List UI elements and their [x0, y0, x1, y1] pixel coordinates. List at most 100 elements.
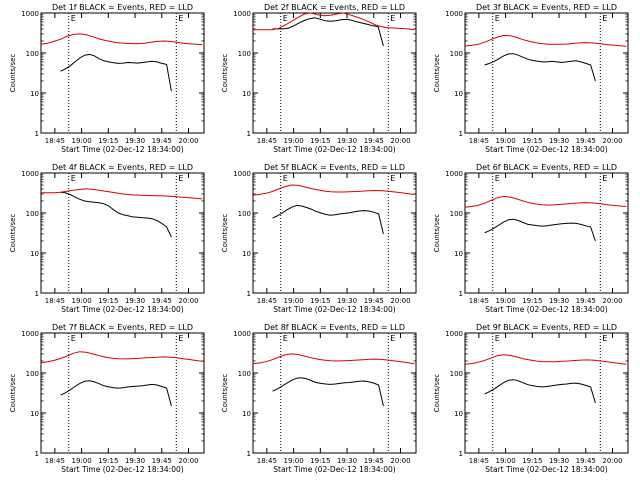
marker-label: E	[390, 174, 395, 183]
x-tick-label: 19:00	[495, 137, 515, 145]
panel-title: Det 9f BLACK = Events, RED = LLD	[476, 323, 617, 332]
x-tick-label: 18:45	[45, 457, 65, 465]
panel-3: Det 3f BLACK = Events, RED = LLD E E 1 10 100…	[433, 3, 629, 154]
x-tick-label: 19:30	[549, 457, 569, 465]
series-events-line	[60, 191, 172, 238]
series-lld-line	[40, 33, 203, 46]
plot-frame	[40, 332, 205, 454]
series-events-line	[272, 204, 384, 235]
series-lld-line	[41, 188, 203, 200]
y-tick-label: 1	[247, 450, 251, 458]
series-events-line	[60, 380, 172, 407]
x-tick-label: 19:30	[337, 457, 357, 465]
panel-9: Det 9f BLACK = Events, RED = LLD E E 1 10 100…	[433, 323, 629, 474]
y-axis-label: Counts/sec	[9, 54, 17, 93]
x-tick-label: 19:00	[283, 457, 303, 465]
series-lld-line	[252, 184, 415, 196]
x-tick-label: 18:45	[469, 297, 489, 305]
marker-label: E	[495, 174, 500, 183]
series-lld-line	[464, 34, 627, 47]
y-tick-label: 1	[459, 450, 463, 458]
y-tick-label: 1000	[445, 330, 463, 338]
y-tick-label: 1000	[21, 330, 39, 338]
x-axis-label: Start Time (02-Dec-12 18:34:00)	[61, 305, 183, 314]
x-tick-label: 19:45	[576, 457, 596, 465]
panel-7: Det 7f BLACK = Events, RED = LLD E E 1 10 100…	[9, 323, 205, 474]
y-axis-label: Counts/sec	[433, 374, 441, 413]
series-lld-line	[40, 351, 203, 364]
series-events-line	[272, 377, 384, 407]
x-tick-label: 19:00	[71, 297, 91, 305]
y-tick-label: 10	[454, 410, 463, 418]
x-tick-label: 19:00	[495, 457, 515, 465]
series-lld-line	[252, 353, 415, 365]
x-axis-label: Start Time (02-Dec-12 18:34:00)	[273, 305, 395, 314]
y-axis-label: Counts/sec	[221, 374, 229, 413]
marker-label: E	[283, 14, 288, 23]
x-tick-label: 19:45	[576, 137, 596, 145]
y-tick-label: 1000	[233, 170, 251, 178]
x-tick-label: 19:15	[310, 137, 330, 145]
y-tick-label: 10	[242, 410, 251, 418]
x-tick-label: 18:45	[45, 297, 65, 305]
panel-6: Det 6f BLACK = Events, RED = LLD E E 1 10 100…	[433, 163, 629, 314]
y-tick-label: 1000	[21, 10, 39, 18]
y-tick-label: 10	[454, 90, 463, 98]
y-tick-label: 10	[30, 410, 39, 418]
series-lld-line	[253, 12, 415, 31]
x-axis-label: Start Time (02-Dec-12 18:34:00)	[273, 465, 395, 474]
y-tick-label: 100	[450, 370, 463, 378]
x-tick-label: 20:00	[178, 297, 198, 305]
panel-title: Det 3f BLACK = Events, RED = LLD	[476, 3, 617, 12]
y-axis-label: Counts/sec	[221, 54, 229, 93]
panel-title: Det 6f BLACK = Events, RED = LLD	[476, 163, 617, 172]
marker-label: E	[390, 334, 395, 343]
marker-label: E	[283, 334, 288, 343]
x-tick-label: 18:45	[45, 137, 65, 145]
y-axis-label: Counts/sec	[9, 214, 17, 253]
panel-5: Det 5f BLACK = Events, RED = LLD E E 1 10 100…	[221, 163, 417, 314]
y-tick-label: 10	[242, 90, 251, 98]
x-tick-label: 18:45	[257, 457, 277, 465]
x-tick-label: 19:15	[98, 457, 118, 465]
x-tick-label: 18:45	[469, 457, 489, 465]
plot-frame	[252, 172, 417, 294]
y-tick-label: 100	[450, 210, 463, 218]
x-tick-label: 19:30	[125, 457, 145, 465]
x-tick-label: 19:15	[310, 297, 330, 305]
x-tick-label: 19:45	[364, 297, 384, 305]
panel-4: Det 4f BLACK = Events, RED = LLD E E 1 10 100…	[9, 163, 205, 314]
panel-2: Det 2f BLACK = Events, RED = LLD E E 1 10 100…	[221, 3, 417, 154]
series-events-line	[60, 53, 172, 92]
marker-label: E	[71, 334, 76, 343]
x-axis-label: Start Time (02-Dec-12 18:34:00)	[485, 465, 607, 474]
y-tick-label: 10	[30, 250, 39, 258]
x-tick-label: 19:15	[310, 457, 330, 465]
plot-frame	[464, 332, 629, 454]
y-tick-label: 1	[35, 290, 39, 298]
marker-label: E	[71, 174, 76, 183]
marker-label: E	[602, 174, 607, 183]
marker-label: E	[71, 14, 76, 23]
x-tick-label: 20:00	[390, 137, 410, 145]
marker-label: E	[178, 334, 183, 343]
panel-title: Det 7f BLACK = Events, RED = LLD	[52, 323, 193, 332]
y-tick-label: 1000	[445, 170, 463, 178]
plot-frame	[464, 172, 629, 294]
y-tick-label: 100	[450, 50, 463, 58]
y-tick-label: 10	[242, 250, 251, 258]
x-tick-label: 19:45	[576, 297, 596, 305]
x-tick-label: 20:00	[178, 457, 198, 465]
x-tick-label: 20:00	[390, 457, 410, 465]
y-tick-label: 100	[26, 210, 39, 218]
panel-1: Det 1f BLACK = Events, RED = LLD E E 1 10 100…	[9, 3, 205, 154]
series-lld-line	[464, 354, 627, 365]
marker-label: E	[178, 14, 183, 23]
series-events-line	[484, 379, 596, 403]
y-tick-label: 1	[35, 130, 39, 138]
series-lld-line	[464, 195, 627, 208]
series-events-line	[272, 17, 384, 47]
marker-label: E	[390, 14, 395, 23]
x-tick-label: 20:00	[602, 137, 622, 145]
